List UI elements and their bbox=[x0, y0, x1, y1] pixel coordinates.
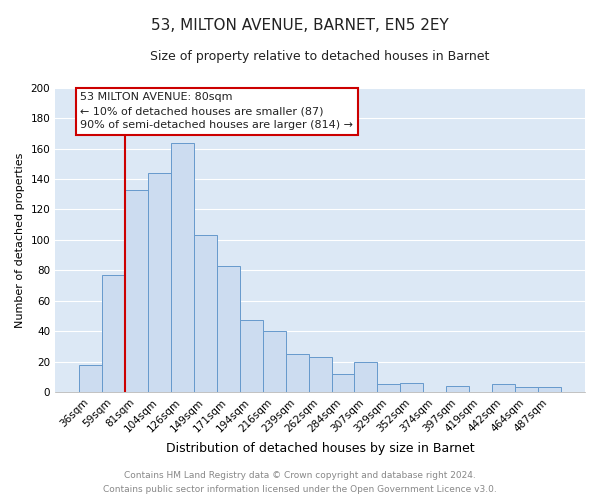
Y-axis label: Number of detached properties: Number of detached properties bbox=[15, 152, 25, 328]
Bar bbox=[355, 362, 377, 392]
Bar bbox=[332, 374, 355, 392]
Title: Size of property relative to detached houses in Barnet: Size of property relative to detached ho… bbox=[151, 50, 490, 63]
Text: 53 MILTON AVENUE: 80sqm
← 10% of detached houses are smaller (87)
90% of semi-de: 53 MILTON AVENUE: 80sqm ← 10% of detache… bbox=[80, 92, 353, 130]
Bar bbox=[240, 320, 263, 392]
Bar bbox=[538, 388, 561, 392]
Bar bbox=[515, 388, 538, 392]
Bar bbox=[308, 357, 332, 392]
Bar bbox=[148, 173, 171, 392]
Text: 53, MILTON AVENUE, BARNET, EN5 2EY: 53, MILTON AVENUE, BARNET, EN5 2EY bbox=[151, 18, 449, 32]
Text: Contains HM Land Registry data © Crown copyright and database right 2024.
Contai: Contains HM Land Registry data © Crown c… bbox=[103, 472, 497, 494]
Bar bbox=[446, 386, 469, 392]
Bar bbox=[102, 275, 125, 392]
Bar bbox=[194, 236, 217, 392]
Bar bbox=[377, 384, 400, 392]
Bar bbox=[79, 364, 102, 392]
Bar bbox=[171, 142, 194, 392]
Bar bbox=[400, 383, 423, 392]
Bar bbox=[217, 266, 240, 392]
Bar bbox=[492, 384, 515, 392]
Bar bbox=[286, 354, 308, 392]
X-axis label: Distribution of detached houses by size in Barnet: Distribution of detached houses by size … bbox=[166, 442, 475, 455]
Bar bbox=[263, 331, 286, 392]
Bar bbox=[125, 190, 148, 392]
